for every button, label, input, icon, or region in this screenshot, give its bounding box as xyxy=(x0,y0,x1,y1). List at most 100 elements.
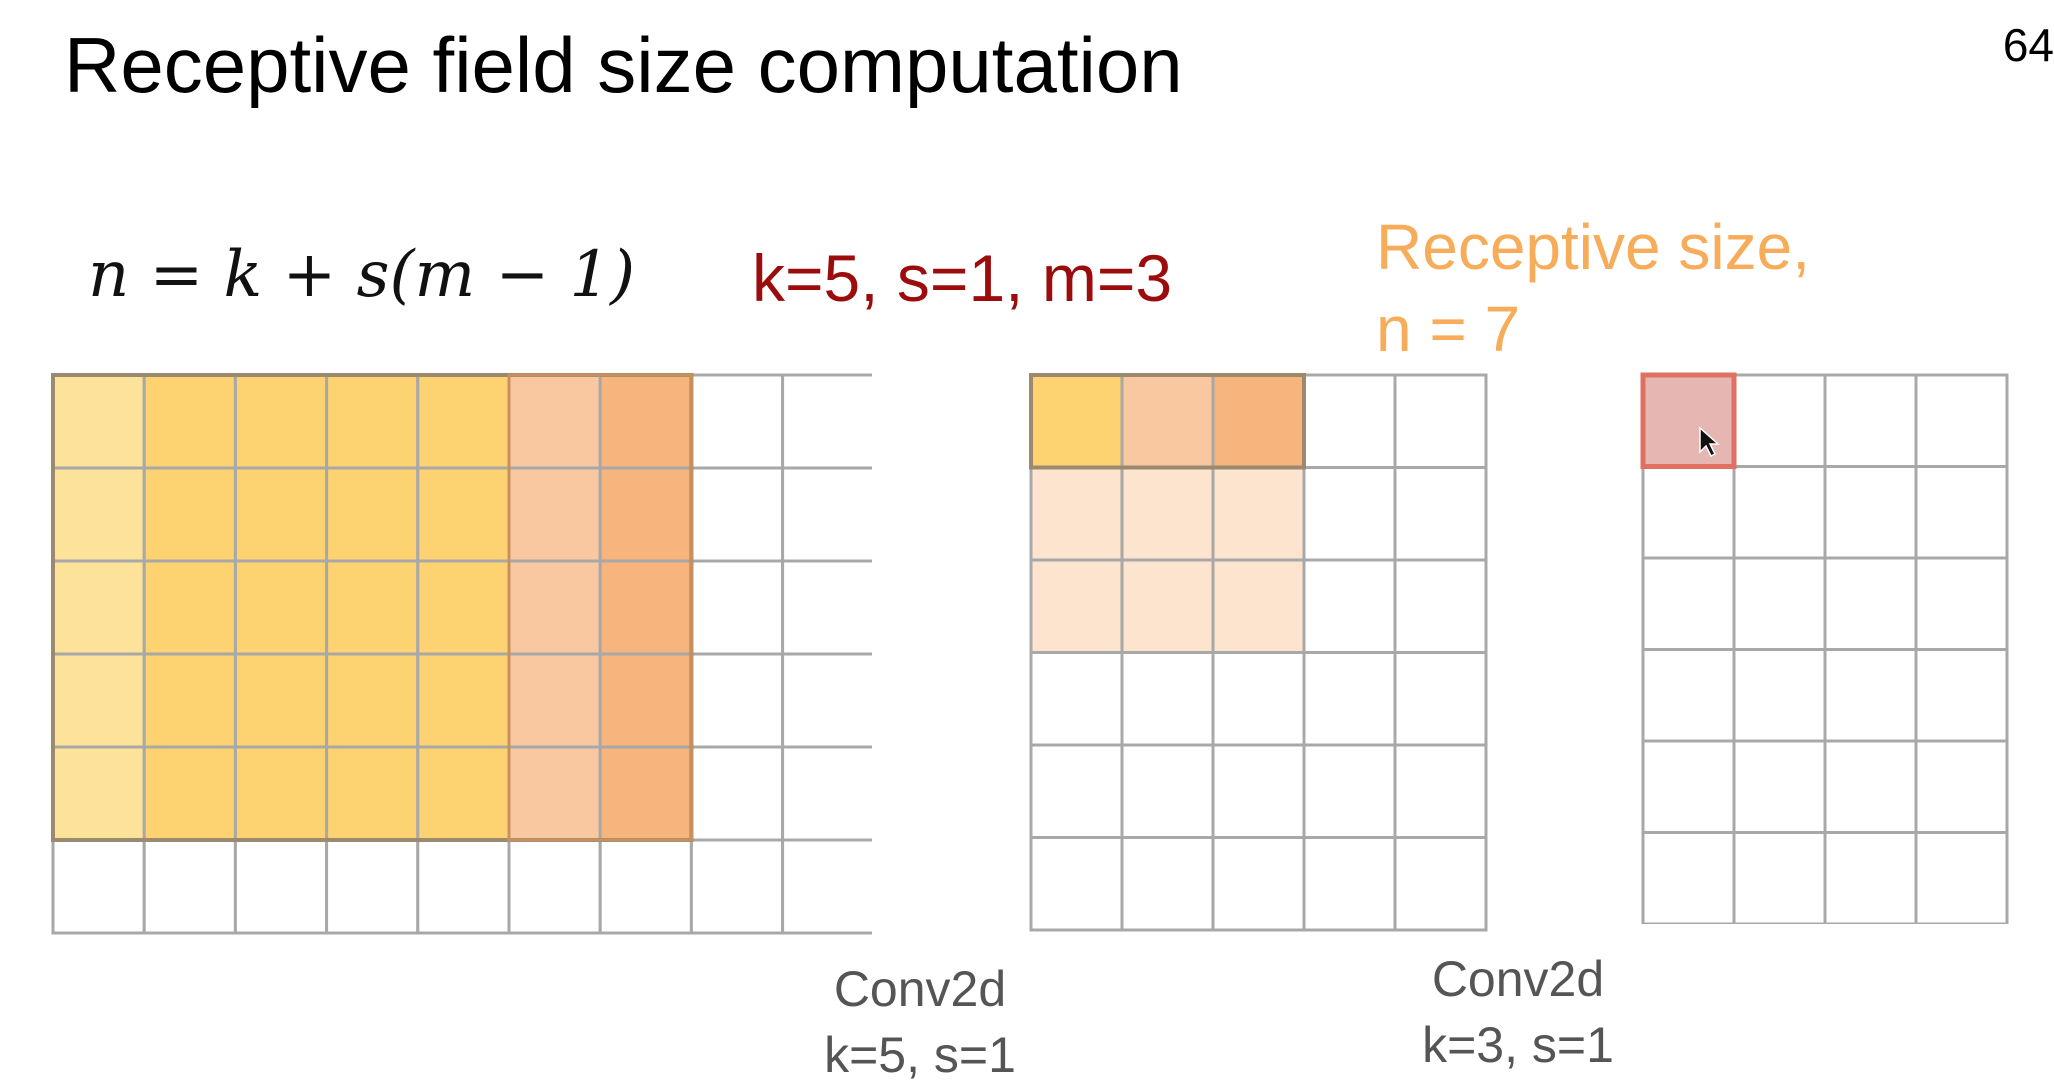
middle-grid-svg xyxy=(1029,373,1488,932)
middle-cell xyxy=(1302,743,1397,839)
page-number: 64 xyxy=(2002,19,2054,71)
slide-title: Receptive field size computation xyxy=(64,21,1183,109)
output-grid-svg xyxy=(1640,372,2009,924)
input-cell xyxy=(598,373,693,470)
output-cell xyxy=(1823,739,1918,834)
conv-caption-2: Conv2d k=3, s=1 xyxy=(1398,946,1638,1078)
middle-cell xyxy=(1302,558,1397,654)
input-cell xyxy=(142,652,237,749)
output-cell xyxy=(1732,465,1827,560)
middle-grid xyxy=(1028,372,1488,934)
input-cell xyxy=(51,373,146,470)
output-cell xyxy=(1823,556,1918,651)
middle-cell xyxy=(1302,836,1397,932)
input-cell xyxy=(507,652,602,749)
output-cell xyxy=(1823,831,1918,924)
input-cell xyxy=(325,745,420,842)
input-cell xyxy=(233,466,329,563)
output-cell xyxy=(1823,465,1918,560)
output-cell xyxy=(1914,373,2009,468)
input-cell xyxy=(689,745,785,842)
conv-caption-1-line2: k=5, s=1 xyxy=(824,1027,1016,1083)
middle-cell xyxy=(1029,466,1124,562)
output-cell xyxy=(1914,465,2009,560)
input-cell xyxy=(142,559,237,656)
input-cell xyxy=(325,838,420,935)
middle-cell xyxy=(1302,651,1397,747)
input-cell xyxy=(689,838,785,935)
receptive-field-formula: n = k + s(m − 1) xyxy=(88,238,636,312)
input-cell xyxy=(142,466,237,563)
input-cell xyxy=(325,559,420,656)
middle-cell xyxy=(1302,466,1397,562)
output-highlight-cell xyxy=(1640,372,1737,469)
input-cell xyxy=(507,466,602,563)
output-cell xyxy=(1641,648,1736,743)
output-cell xyxy=(1823,648,1918,743)
conv-caption-1-line1: Conv2d xyxy=(833,961,1007,1017)
input-cell xyxy=(598,838,693,935)
middle-cell xyxy=(1302,373,1397,469)
middle-cell xyxy=(1120,743,1215,839)
input-cell xyxy=(416,373,511,470)
input-cell xyxy=(689,466,785,563)
middle-cell xyxy=(1120,466,1215,562)
input-cell xyxy=(142,373,237,470)
input-cell xyxy=(233,559,329,656)
input-cell xyxy=(416,652,511,749)
conv-caption-2-line2: k=3, s=1 xyxy=(1422,1017,1614,1073)
output-cell xyxy=(1641,739,1736,834)
output-cell xyxy=(1641,556,1736,651)
output-grid xyxy=(1640,372,2012,924)
conv-caption-2-line1: Conv2d xyxy=(1431,951,1605,1007)
middle-cell xyxy=(1029,836,1124,932)
middle-cell xyxy=(1029,373,1124,469)
input-cell xyxy=(507,559,602,656)
output-cell xyxy=(1914,739,2009,834)
output-cell xyxy=(1732,556,1827,651)
input-cell xyxy=(416,466,511,563)
input-cell xyxy=(781,466,872,563)
middle-cell xyxy=(1211,651,1306,747)
input-cell xyxy=(51,652,146,749)
input-cell xyxy=(781,838,872,935)
middle-cell xyxy=(1211,836,1306,932)
middle-cell xyxy=(1120,836,1215,932)
output-cell xyxy=(1732,739,1827,834)
input-cell xyxy=(598,559,693,656)
input-cell xyxy=(416,838,511,935)
middle-cell xyxy=(1393,651,1488,747)
middle-cell xyxy=(1120,373,1215,469)
input-cell xyxy=(416,559,511,656)
input-cell xyxy=(689,373,785,470)
input-cell xyxy=(507,838,602,935)
middle-cell xyxy=(1393,466,1488,562)
output-cell xyxy=(1732,831,1827,924)
output-cell xyxy=(1914,556,2009,651)
input-cell xyxy=(233,373,329,470)
middle-cell xyxy=(1120,651,1215,747)
conv-caption-1: Conv2d k=5, s=1 xyxy=(800,956,1040,1088)
input-cell xyxy=(233,838,329,935)
input-cell xyxy=(142,745,237,842)
middle-cell xyxy=(1211,558,1306,654)
input-cell xyxy=(325,652,420,749)
input-cell xyxy=(233,745,329,842)
input-cell xyxy=(598,466,693,563)
middle-cell xyxy=(1393,743,1488,839)
middle-highlight-row-border xyxy=(1029,373,1306,470)
middle-cell xyxy=(1029,558,1124,654)
receptive-extension-border xyxy=(507,373,693,842)
middle-cell xyxy=(1393,836,1488,932)
middle-cell xyxy=(1029,651,1124,747)
input-cell xyxy=(51,466,146,563)
input-cell xyxy=(51,745,146,842)
middle-cell xyxy=(1393,373,1488,469)
output-cell xyxy=(1641,465,1736,560)
input-cell xyxy=(507,373,602,470)
input-cell xyxy=(689,652,785,749)
input-cell xyxy=(781,652,872,749)
input-grid xyxy=(50,372,872,936)
middle-cell xyxy=(1211,373,1306,469)
parameter-values: k=5, s=1, m=3 xyxy=(752,241,1173,315)
